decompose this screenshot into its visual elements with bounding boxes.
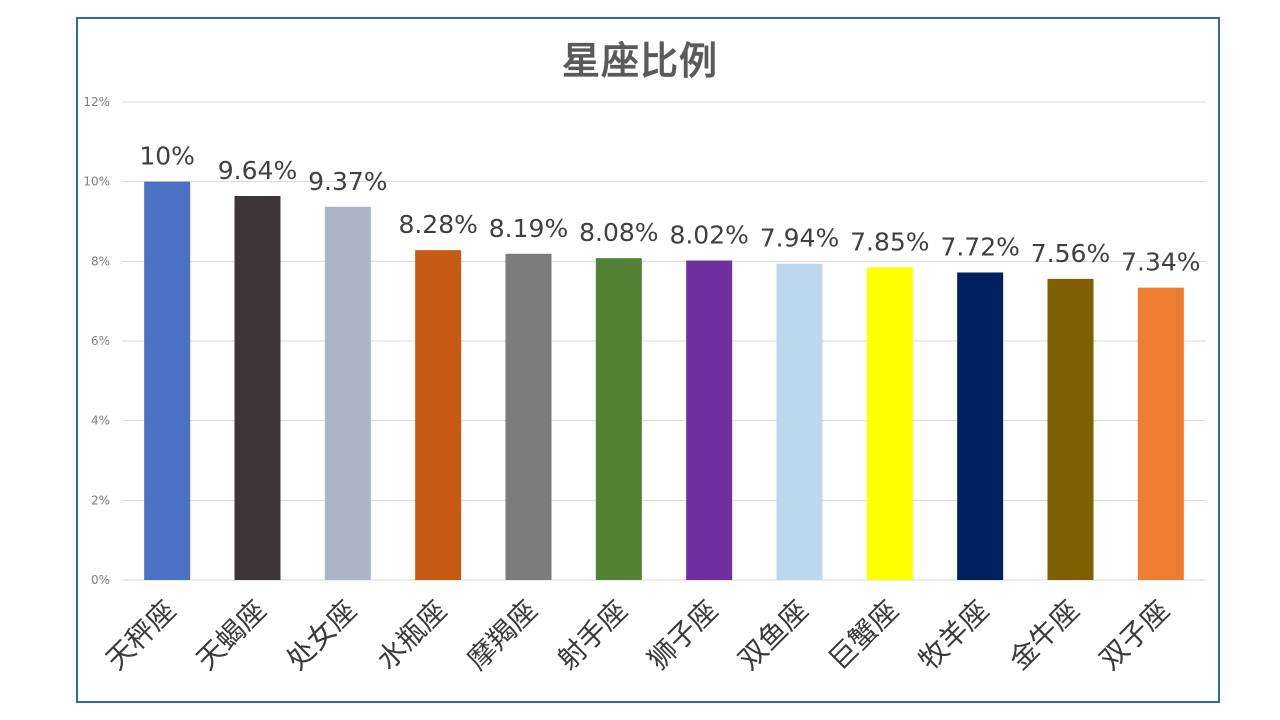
bar (776, 263, 823, 580)
bar (415, 250, 462, 580)
bar (324, 206, 371, 581)
bar (1047, 278, 1094, 580)
y-tick-label: 10% (83, 175, 110, 189)
bar (957, 272, 1004, 580)
data-label: 10% (139, 142, 195, 171)
data-label: 9.37% (308, 167, 387, 196)
data-label: 7.94% (760, 224, 839, 253)
data-label: 8.08% (579, 218, 658, 247)
bar (505, 253, 552, 580)
bar (1137, 287, 1184, 580)
y-tick-label: 8% (91, 254, 110, 268)
bar (595, 258, 642, 580)
data-label: 8.28% (398, 210, 477, 239)
bar (866, 267, 913, 580)
y-tick-label: 6% (91, 334, 110, 348)
x-tick-label: 天秤座 (99, 594, 182, 677)
y-tick-label: 4% (91, 414, 110, 428)
chart-title: 星座比例 (561, 39, 718, 83)
data-label: 7.72% (940, 232, 1019, 261)
y-tick-label: 2% (91, 493, 110, 507)
data-label: 7.85% (850, 227, 929, 256)
bar (144, 181, 191, 580)
x-tick-label: 天蝎座 (190, 594, 273, 677)
x-tick-label: 牧羊座 (912, 594, 995, 677)
x-tick-label: 金牛座 (1003, 594, 1086, 677)
x-tick-label: 巨蟹座 (822, 594, 905, 677)
bar (234, 196, 281, 581)
x-tick-label: 双子座 (1093, 594, 1176, 677)
data-label: 7.56% (1031, 239, 1110, 268)
x-tick-label: 双鱼座 (732, 594, 815, 677)
data-label: 8.02% (669, 221, 748, 250)
data-label: 8.19% (489, 214, 568, 243)
y-tick-label: 0% (91, 573, 110, 587)
x-tick-label: 射手座 (551, 594, 634, 677)
x-tick-label: 摩羯座 (461, 594, 544, 677)
bar (686, 260, 733, 580)
x-tick-label: 处女座 (280, 594, 363, 677)
x-tick-label: 水瓶座 (370, 594, 453, 677)
y-tick-label: 12% (83, 95, 110, 109)
data-label: 9.64% (218, 156, 297, 185)
x-tick-label: 狮子座 (641, 594, 724, 677)
data-label: 7.34% (1121, 248, 1200, 277)
